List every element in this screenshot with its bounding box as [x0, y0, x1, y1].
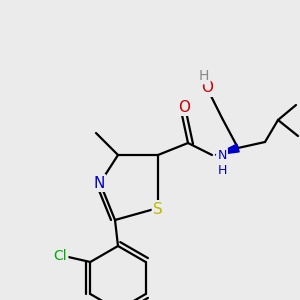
Text: N: N	[93, 176, 105, 190]
Text: O: O	[201, 80, 213, 95]
Text: N
H: N H	[217, 149, 227, 177]
Polygon shape	[215, 144, 239, 155]
Text: H: H	[199, 69, 209, 83]
Text: S: S	[153, 202, 163, 217]
Text: O: O	[178, 100, 190, 115]
Text: Cl: Cl	[53, 249, 67, 263]
